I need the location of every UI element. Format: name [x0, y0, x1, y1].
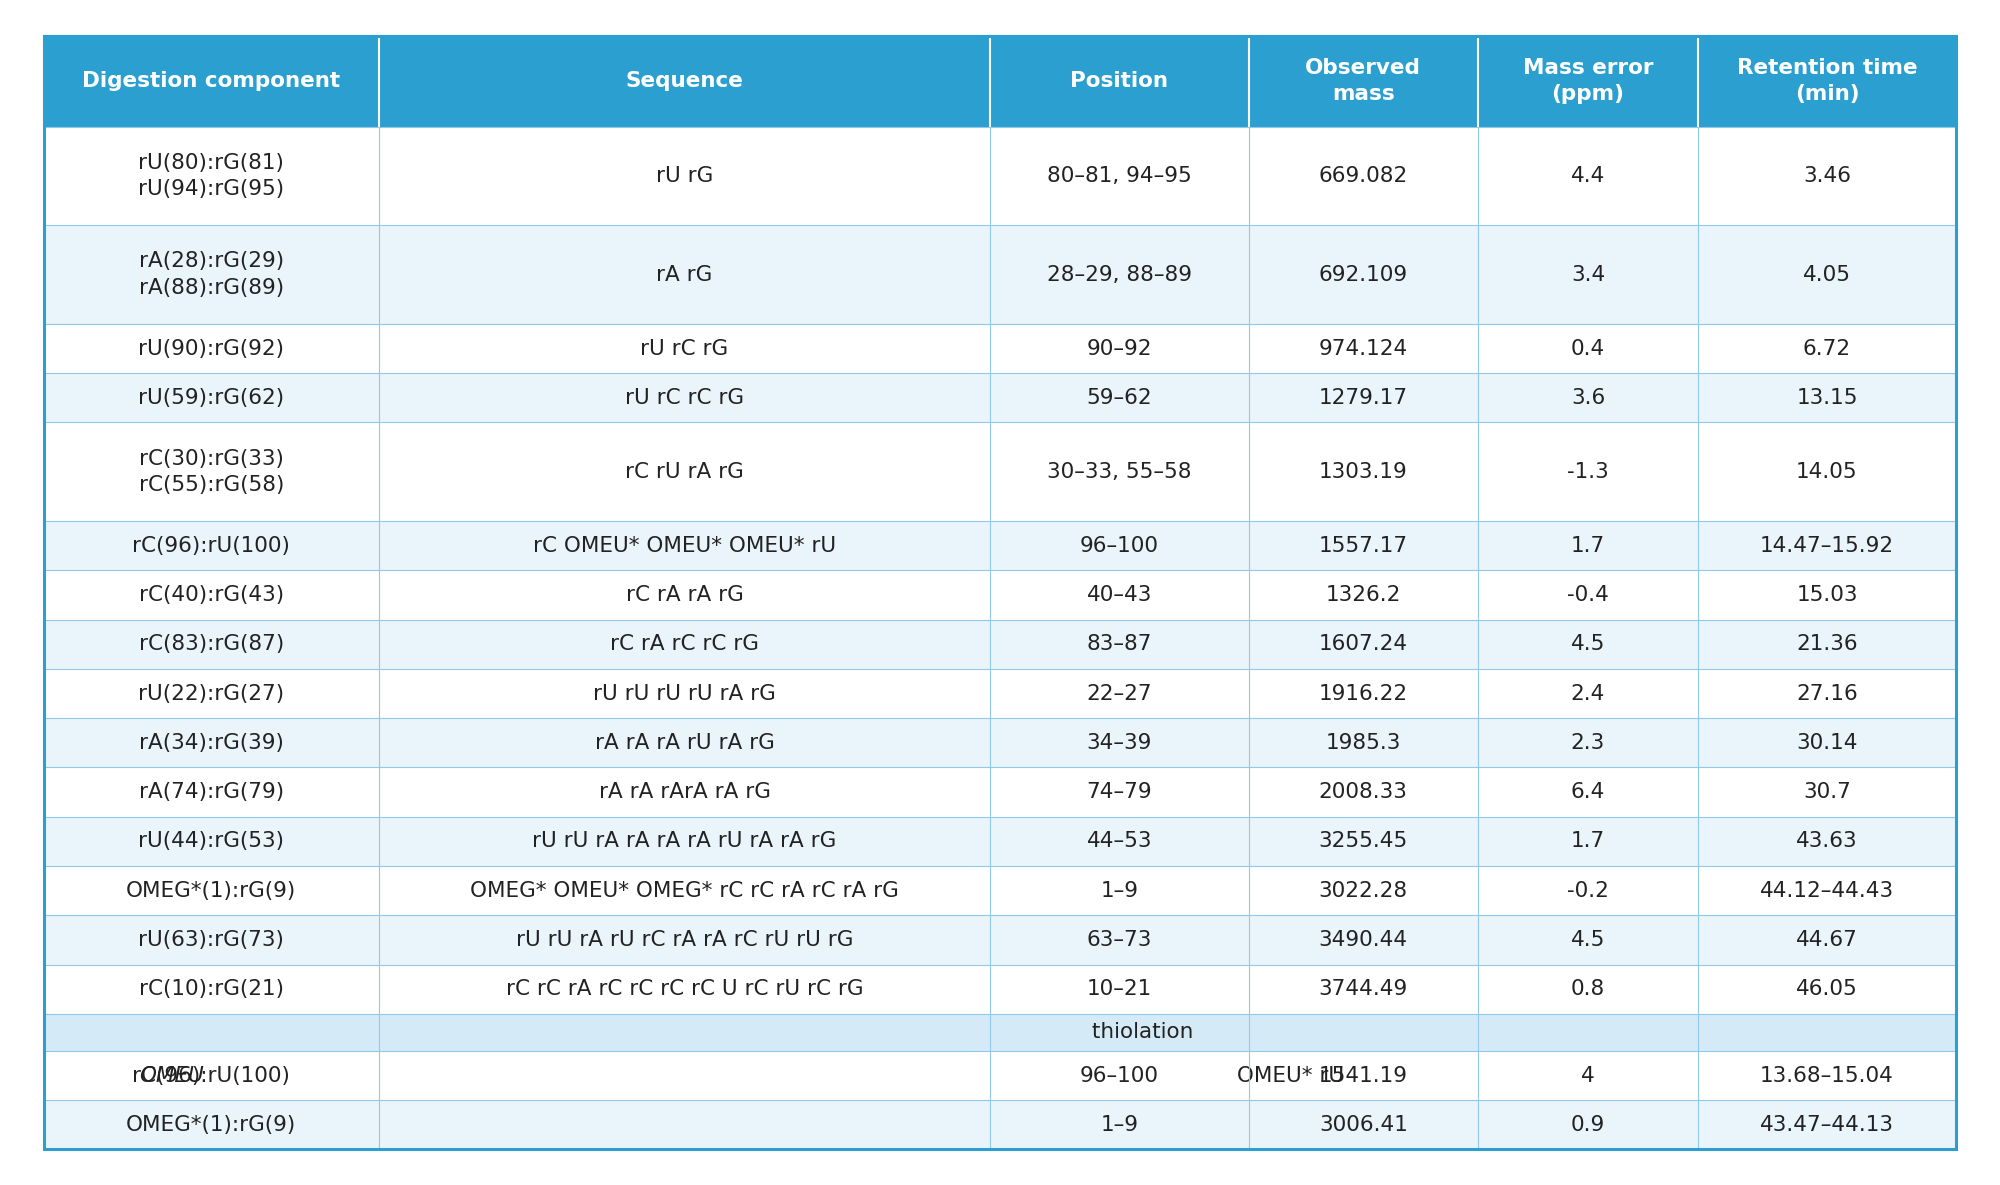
Text: rC(40):rG(43): rC(40):rG(43) [138, 585, 284, 606]
Text: OMEG*(1):rG(9): OMEG*(1):rG(9) [126, 1115, 296, 1135]
Text: 1.7: 1.7 [1570, 536, 1606, 556]
Text: rU rU rA rU rC rA rA rC rU rU rG: rU rU rA rU rC rA rA rC rU rU rG [516, 930, 854, 950]
Text: 0.4: 0.4 [1570, 339, 1606, 359]
Text: 3744.49: 3744.49 [1318, 979, 1408, 999]
Text: 2.3: 2.3 [1570, 732, 1606, 752]
Text: 3490.44: 3490.44 [1318, 930, 1408, 950]
Text: rA(28):rG(29)
rA(88):rG(89): rA(28):rG(29) rA(88):rG(89) [138, 251, 284, 297]
Text: rA rG: rA rG [656, 264, 712, 284]
Text: rA rA rArA rA rG: rA rA rArA rA rG [598, 782, 770, 802]
Text: -0.2: -0.2 [1568, 880, 1608, 901]
Text: 30.14: 30.14 [1796, 732, 1858, 752]
Text: 0.8: 0.8 [1570, 979, 1606, 999]
Text: OMEG*(1):rG(9): OMEG*(1):rG(9) [126, 880, 296, 901]
Text: 14.47–15.92: 14.47–15.92 [1760, 536, 1894, 556]
Text: 2008.33: 2008.33 [1318, 782, 1408, 802]
Text: 13.15: 13.15 [1796, 387, 1858, 408]
Bar [44, 718, 1956, 768]
Text: Observed
mass: Observed mass [1306, 58, 1422, 104]
Bar [44, 1051, 1956, 1100]
Text: 3.46: 3.46 [1802, 166, 1850, 186]
Bar [44, 965, 1956, 1014]
Text: 80–81, 94–95: 80–81, 94–95 [1048, 166, 1192, 186]
Text: rU(59):rG(62): rU(59):rG(62) [138, 387, 284, 408]
Text: rC(10):rG(21): rC(10):rG(21) [138, 979, 284, 999]
Text: rU rC rG: rU rC rG [640, 339, 728, 359]
Text: 40–43: 40–43 [1086, 585, 1152, 606]
Text: 2.4: 2.4 [1570, 684, 1606, 704]
Text: rC(96):rU(100): rC(96):rU(100) [132, 1065, 290, 1085]
Bar [44, 768, 1956, 816]
Text: Mass error
(ppm): Mass error (ppm) [1522, 58, 1654, 104]
Bar [44, 423, 1956, 521]
Text: OMEU: OMEU [138, 1065, 204, 1085]
Text: 83–87: 83–87 [1086, 634, 1152, 654]
Bar [44, 36, 1956, 127]
Text: rU rU rA rA rA rA rU rA rA rG: rU rU rA rA rA rA rU rA rA rG [532, 832, 836, 851]
Text: rU rU rU rU rA rG: rU rU rU rU rA rG [594, 684, 776, 704]
Text: 22–27: 22–27 [1086, 684, 1152, 704]
Text: 3006.41: 3006.41 [1318, 1115, 1408, 1135]
Text: 1.7: 1.7 [1570, 832, 1606, 851]
Text: 4.4: 4.4 [1570, 166, 1606, 186]
Text: 1–9: 1–9 [1100, 1115, 1138, 1135]
Text: OMEG* OMEU* OMEG* rC rC rA rC rA rG: OMEG* OMEU* OMEG* rC rC rA rC rA rG [470, 880, 898, 901]
Text: 669.082: 669.082 [1318, 166, 1408, 186]
Text: rC rA rC rC rG: rC rA rC rC rG [610, 634, 758, 654]
Text: 4: 4 [1582, 1065, 1594, 1085]
Text: rC OMEU* OMEU* OMEU* rU: rC OMEU* OMEU* OMEU* rU [532, 536, 836, 556]
Text: 34–39: 34–39 [1086, 732, 1152, 752]
Text: rU rC rC rG: rU rC rC rG [626, 387, 744, 408]
Bar [44, 570, 1956, 620]
Text: Digestion component: Digestion component [82, 71, 340, 91]
Text: 1985.3: 1985.3 [1326, 732, 1400, 752]
Text: rU rG: rU rG [656, 166, 714, 186]
Text: 96–100: 96–100 [1080, 1065, 1160, 1085]
Bar [44, 1014, 1956, 1051]
Text: rA(34):rG(39): rA(34):rG(39) [138, 732, 284, 752]
Bar [44, 816, 1956, 866]
Text: 27.16: 27.16 [1796, 684, 1858, 704]
Text: 4.05: 4.05 [1802, 264, 1850, 284]
Text: 13.68–15.04: 13.68–15.04 [1760, 1065, 1894, 1085]
Text: 3.4: 3.4 [1570, 264, 1606, 284]
Text: 1303.19: 1303.19 [1318, 462, 1408, 482]
Text: 3022.28: 3022.28 [1318, 880, 1408, 901]
Text: 6.4: 6.4 [1570, 782, 1606, 802]
Text: thiolation: thiolation [1086, 1023, 1194, 1043]
Text: 1–9: 1–9 [1100, 880, 1138, 901]
Bar [44, 668, 1956, 718]
Text: 30.7: 30.7 [1804, 782, 1850, 802]
Bar [44, 324, 1956, 373]
Text: 4.5: 4.5 [1570, 930, 1606, 950]
Bar [44, 1100, 1956, 1149]
Text: 90–92: 90–92 [1086, 339, 1152, 359]
Text: 74–79: 74–79 [1086, 782, 1152, 802]
Text: rU(44):rG(53): rU(44):rG(53) [138, 832, 284, 851]
Text: 59–62: 59–62 [1086, 387, 1152, 408]
Text: 1916.22: 1916.22 [1318, 684, 1408, 704]
Text: 1326.2: 1326.2 [1326, 585, 1400, 606]
Text: 44.67: 44.67 [1796, 930, 1858, 950]
Text: 63–73: 63–73 [1086, 930, 1152, 950]
Text: rC(96):rU(100): rC(96):rU(100) [132, 536, 290, 556]
Text: 3255.45: 3255.45 [1318, 832, 1408, 851]
Text: 44–53: 44–53 [1086, 832, 1152, 851]
Text: rU(90):rG(92): rU(90):rG(92) [138, 339, 284, 359]
Text: rU(63):rG(73): rU(63):rG(73) [138, 930, 284, 950]
Text: 46.05: 46.05 [1796, 979, 1858, 999]
Text: 0.9: 0.9 [1570, 1115, 1606, 1135]
Bar [44, 620, 1956, 668]
Text: Sequence: Sequence [626, 71, 744, 91]
Text: OMEU* rU: OMEU* rU [1230, 1065, 1344, 1085]
Text: 1607.24: 1607.24 [1318, 634, 1408, 654]
Text: rC rA rA rG: rC rA rA rG [626, 585, 744, 606]
Text: rU(80):rG(81)
rU(94):rG(95): rU(80):rG(81) rU(94):rG(95) [138, 153, 284, 199]
Text: 692.109: 692.109 [1318, 264, 1408, 284]
Text: 15.03: 15.03 [1796, 585, 1858, 606]
Bar [44, 225, 1956, 324]
Text: 43.47–44.13: 43.47–44.13 [1760, 1115, 1894, 1135]
Text: rC(30):rG(33)
rC(55):rG(58): rC(30):rG(33) rC(55):rG(58) [138, 449, 284, 495]
Text: 3.6: 3.6 [1570, 387, 1606, 408]
Bar [44, 866, 1956, 915]
